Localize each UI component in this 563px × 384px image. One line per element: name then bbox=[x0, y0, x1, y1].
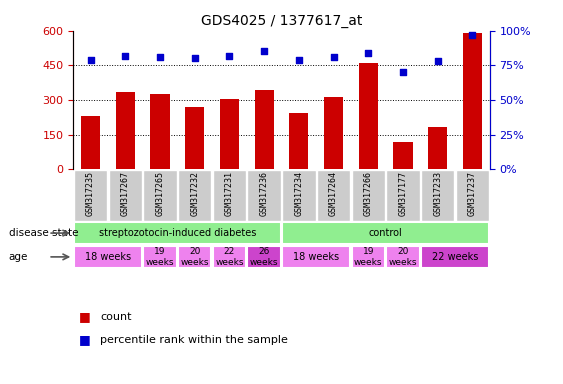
Text: ■: ■ bbox=[79, 333, 91, 346]
Text: GSM317264: GSM317264 bbox=[329, 171, 338, 216]
Bar bbox=[178, 170, 211, 221]
Text: 19
weeks: 19 weeks bbox=[354, 247, 382, 266]
Bar bbox=[248, 246, 281, 268]
Text: count: count bbox=[100, 312, 132, 322]
Bar bbox=[81, 116, 100, 169]
Bar bbox=[185, 107, 204, 169]
Bar bbox=[213, 170, 246, 221]
Text: GSM317237: GSM317237 bbox=[468, 171, 477, 216]
Text: percentile rank within the sample: percentile rank within the sample bbox=[100, 335, 288, 345]
Text: GSM317267: GSM317267 bbox=[121, 171, 129, 216]
Point bbox=[86, 57, 95, 63]
Text: GSM317265: GSM317265 bbox=[155, 171, 164, 216]
Bar bbox=[317, 170, 350, 221]
Text: 18 weeks: 18 weeks bbox=[293, 252, 339, 262]
Bar bbox=[421, 170, 454, 221]
Point bbox=[468, 32, 477, 38]
Text: streptozotocin-induced diabetes: streptozotocin-induced diabetes bbox=[99, 228, 256, 238]
Bar bbox=[394, 142, 413, 169]
Point bbox=[190, 55, 199, 61]
Text: 20
weeks: 20 weeks bbox=[181, 247, 209, 266]
Point bbox=[120, 53, 129, 59]
Point bbox=[399, 69, 408, 75]
Text: GSM317232: GSM317232 bbox=[190, 171, 199, 216]
Point bbox=[364, 50, 373, 56]
Text: ■: ■ bbox=[79, 310, 91, 323]
Bar bbox=[352, 170, 385, 221]
Bar bbox=[150, 94, 169, 169]
Text: GSM317231: GSM317231 bbox=[225, 171, 234, 216]
Bar bbox=[282, 246, 350, 268]
Point bbox=[225, 53, 234, 59]
Bar bbox=[74, 222, 281, 244]
Bar bbox=[74, 246, 142, 268]
Bar bbox=[144, 170, 177, 221]
Point bbox=[155, 54, 164, 60]
Bar bbox=[386, 246, 419, 268]
Bar bbox=[359, 63, 378, 169]
Bar bbox=[289, 113, 309, 169]
Text: GSM317235: GSM317235 bbox=[86, 171, 95, 216]
Title: GDS4025 / 1377617_at: GDS4025 / 1377617_at bbox=[201, 14, 362, 28]
Text: GSM317234: GSM317234 bbox=[294, 171, 303, 216]
Bar bbox=[213, 246, 246, 268]
Bar bbox=[456, 170, 489, 221]
Bar bbox=[254, 89, 274, 169]
Bar bbox=[144, 246, 177, 268]
Text: control: control bbox=[369, 228, 403, 238]
Point bbox=[260, 48, 269, 55]
Text: 19
weeks: 19 weeks bbox=[146, 247, 174, 266]
Point bbox=[329, 54, 338, 60]
Bar bbox=[324, 96, 343, 169]
Bar bbox=[116, 92, 135, 169]
Bar bbox=[386, 170, 419, 221]
Bar bbox=[248, 170, 281, 221]
Text: age: age bbox=[8, 252, 28, 262]
Bar bbox=[282, 222, 489, 244]
Text: GSM317266: GSM317266 bbox=[364, 171, 373, 216]
Bar bbox=[178, 246, 211, 268]
Text: disease state: disease state bbox=[8, 228, 78, 238]
Point bbox=[294, 57, 303, 63]
Bar bbox=[109, 170, 142, 221]
Bar bbox=[352, 246, 385, 268]
Text: 20
weeks: 20 weeks bbox=[389, 247, 417, 266]
Text: 26
weeks: 26 weeks bbox=[250, 247, 278, 266]
Bar bbox=[282, 170, 315, 221]
Text: 18 weeks: 18 weeks bbox=[85, 252, 131, 262]
Text: GSM317177: GSM317177 bbox=[399, 171, 408, 216]
Bar bbox=[428, 127, 447, 169]
Text: GSM317233: GSM317233 bbox=[434, 171, 442, 216]
Point bbox=[434, 58, 443, 64]
Text: 22
weeks: 22 weeks bbox=[215, 247, 244, 266]
Text: 22 weeks: 22 weeks bbox=[432, 252, 479, 262]
Bar bbox=[421, 246, 489, 268]
Bar bbox=[220, 99, 239, 169]
Bar bbox=[463, 33, 482, 169]
Bar bbox=[74, 170, 107, 221]
Text: GSM317236: GSM317236 bbox=[260, 171, 269, 216]
